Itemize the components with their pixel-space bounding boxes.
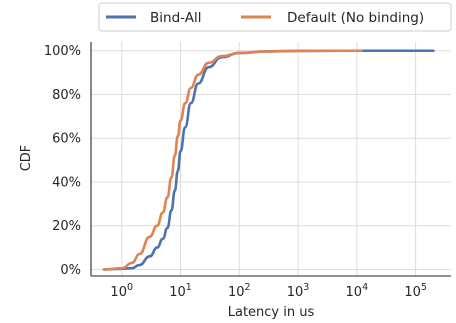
- y-tick-label: 100%: [44, 44, 81, 59]
- x-tick-label: 100: [110, 282, 133, 300]
- grid-lines: [91, 42, 451, 276]
- series-lines: [102, 49, 435, 271]
- series-line-default: [102, 49, 363, 271]
- y-tick-label: 60%: [52, 132, 81, 147]
- x-axis-label: Latency in us: [228, 305, 315, 320]
- x-tick-label: 103: [287, 282, 310, 300]
- tick-labels: 100 101 102 103 104 105 0% 20% 40% 60% 80% 100%: [44, 44, 427, 300]
- x-tick-label: 101: [169, 282, 192, 300]
- axis-spines: [90, 42, 451, 277]
- x-tick-label: 102: [228, 282, 251, 300]
- y-tick-label: 40%: [52, 175, 81, 190]
- legend: Bind-All Default (No binding): [98, 2, 452, 32]
- legend-box: [98, 2, 452, 32]
- y-tick-label: 80%: [52, 88, 81, 103]
- legend-label-bind-all: Bind-All: [150, 10, 201, 26]
- y-axis-label: CDF: [19, 145, 34, 172]
- x-tick-label: 104: [346, 282, 369, 300]
- y-tick-label: 20%: [52, 219, 81, 234]
- legend-label-default: Default (No binding): [287, 10, 424, 26]
- x-tick-label: 105: [404, 282, 427, 300]
- series-line-bind-all: [102, 49, 435, 271]
- y-tick-label: 0%: [60, 263, 81, 278]
